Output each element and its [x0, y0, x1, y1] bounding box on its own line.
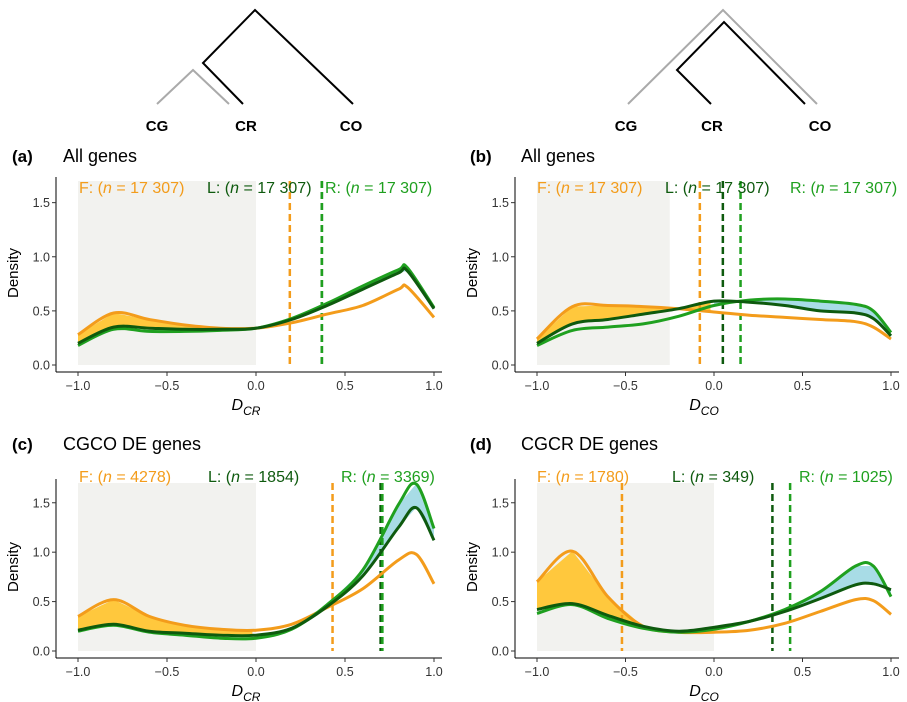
- y-tick-label: 1.0: [492, 546, 509, 560]
- panel-letter: (b): [470, 147, 492, 166]
- fill-L-R: [256, 484, 434, 639]
- y-tick-label: 0.5: [492, 595, 509, 609]
- fill-L-R: [714, 566, 891, 630]
- tree-right: CG CR CO: [615, 8, 832, 135]
- fill-L-F: [537, 551, 711, 633]
- x-tick-label: −1.0: [66, 665, 91, 679]
- y-tick-label: 1.5: [492, 496, 509, 510]
- y-tick-label: 0.0: [33, 645, 50, 659]
- panel-title: CGCO DE genes: [63, 434, 201, 454]
- y-tick-label: 0.5: [492, 304, 509, 318]
- annotation-L: L: (n = 349): [672, 469, 754, 486]
- annotation-R: R: (n = 17 307): [325, 180, 432, 197]
- y-axis-label: Density: [464, 247, 481, 298]
- y-tick-label: 0.5: [33, 304, 50, 318]
- annotation-F: F: (n = 17 307): [79, 180, 184, 197]
- annotation-L: L: (n = 17 307): [207, 180, 312, 197]
- tree-left-tip-co: CO: [340, 118, 363, 135]
- density-curve-F: [535, 302, 892, 341]
- tree-right-gray-branches: [627, 8, 818, 105]
- x-axis-label: DCO: [689, 683, 719, 702]
- annotation-L: L: (n = 17 307): [665, 180, 770, 197]
- panel-letter: (c): [12, 435, 33, 454]
- x-tick-label: 0.5: [794, 665, 811, 679]
- y-tick-label: 1.0: [33, 546, 50, 560]
- x-tick-label: −1.0: [525, 665, 550, 679]
- y-tick-label: 1.5: [492, 196, 509, 210]
- x-tick-label: −0.5: [613, 665, 638, 679]
- panel-letter: (a): [12, 147, 33, 166]
- x-tick-label: 0.0: [705, 379, 722, 393]
- x-tick-label: 0.5: [336, 379, 353, 393]
- annotation-F: F: (n = 4278): [79, 469, 171, 486]
- annotation-R: R: (n = 1025): [799, 469, 893, 486]
- annotation-L: L: (n = 1854): [208, 469, 299, 486]
- fill-L-F: [78, 599, 253, 636]
- panel-c: 0.0 0.5 1.0 1.5 −1.0 −0.5 0.0 0.5 1.0 Density DCR (…: [5, 434, 443, 702]
- x-tick-label: 0.0: [247, 379, 264, 393]
- x-tick-label: −0.5: [155, 379, 180, 393]
- tree-right-tip-cg: CG: [615, 118, 638, 135]
- y-tick-label: 1.5: [33, 196, 50, 210]
- density-curve-F: [535, 549, 892, 635]
- annotation-F: F: (n = 17 307): [537, 180, 642, 197]
- x-tick-label: −0.5: [155, 665, 180, 679]
- panel-d: 0.0 0.5 1.0 1.5 −1.0 −0.5 0.0 0.5 1.0 Density DCO (…: [464, 434, 900, 702]
- fill-L-F: [537, 301, 711, 344]
- tree-left-gray-branches: [156, 68, 230, 105]
- density-curve-L: [77, 505, 436, 638]
- y-axis-label: Density: [5, 247, 22, 298]
- tree-left-tip-cr: CR: [235, 118, 257, 135]
- tree-left: CG CR CO: [146, 8, 363, 135]
- tree-left-tip-cg: CG: [146, 118, 169, 135]
- panel-title: All genes: [521, 146, 595, 166]
- y-tick-label: 0.0: [492, 359, 509, 373]
- x-axis-label: DCR: [232, 683, 261, 702]
- x-tick-label: 0.0: [247, 665, 264, 679]
- density-curve-L: [536, 581, 892, 633]
- x-tick-label: 1.0: [882, 379, 899, 393]
- x-tick-label: 1.0: [882, 665, 899, 679]
- panel-a: 0.0 0.5 1.0 1.5 −1.0 −0.5 0.0 0.5 1.0 Density DCR (…: [5, 146, 443, 418]
- y-axis-label: Density: [464, 541, 481, 592]
- x-tick-label: 1.0: [425, 665, 442, 679]
- panel-title: All genes: [63, 146, 137, 166]
- panel-b: 0.0 0.5 1.0 1.5 −1.0 −0.5 0.0 0.5 1.0 Density DCO (…: [464, 146, 900, 418]
- y-tick-label: 0.0: [492, 645, 509, 659]
- y-tick-label: 0.5: [33, 595, 50, 609]
- x-tick-label: 0.5: [336, 665, 353, 679]
- x-axis-label: DCR: [232, 397, 261, 418]
- density-curve-F: [77, 551, 436, 633]
- annotation-R: R: (n = 3369): [341, 469, 435, 486]
- x-tick-label: −1.0: [66, 379, 91, 393]
- panel-title: CGCR DE genes: [521, 434, 658, 454]
- y-tick-label: 1.0: [33, 250, 50, 264]
- shaded-region: [78, 181, 256, 365]
- x-tick-label: 0.0: [705, 665, 722, 679]
- y-tick-label: 1.0: [492, 250, 509, 264]
- x-tick-label: 0.5: [794, 379, 811, 393]
- x-tick-label: −0.5: [613, 379, 638, 393]
- panel-letter: (d): [470, 435, 492, 454]
- tree-right-tip-co: CO: [809, 118, 832, 135]
- annotation-R: R: (n = 17 307): [790, 180, 897, 197]
- y-tick-label: 1.5: [33, 496, 50, 510]
- x-tick-label: 1.0: [425, 379, 442, 393]
- x-tick-label: −1.0: [525, 379, 550, 393]
- density-curve-L: [77, 266, 436, 345]
- tree-right-black-branches: [675, 20, 806, 105]
- fill-L-R: [714, 299, 891, 336]
- y-axis-label: Density: [5, 541, 22, 592]
- tree-right-tip-cr: CR: [701, 118, 723, 135]
- density-curve-L: [536, 299, 893, 345]
- x-axis-label: DCO: [689, 397, 719, 418]
- y-tick-label: 0.0: [33, 359, 50, 373]
- tree-left-black-branches: [201, 8, 354, 105]
- annotation-F: F: (n = 1780): [537, 469, 629, 486]
